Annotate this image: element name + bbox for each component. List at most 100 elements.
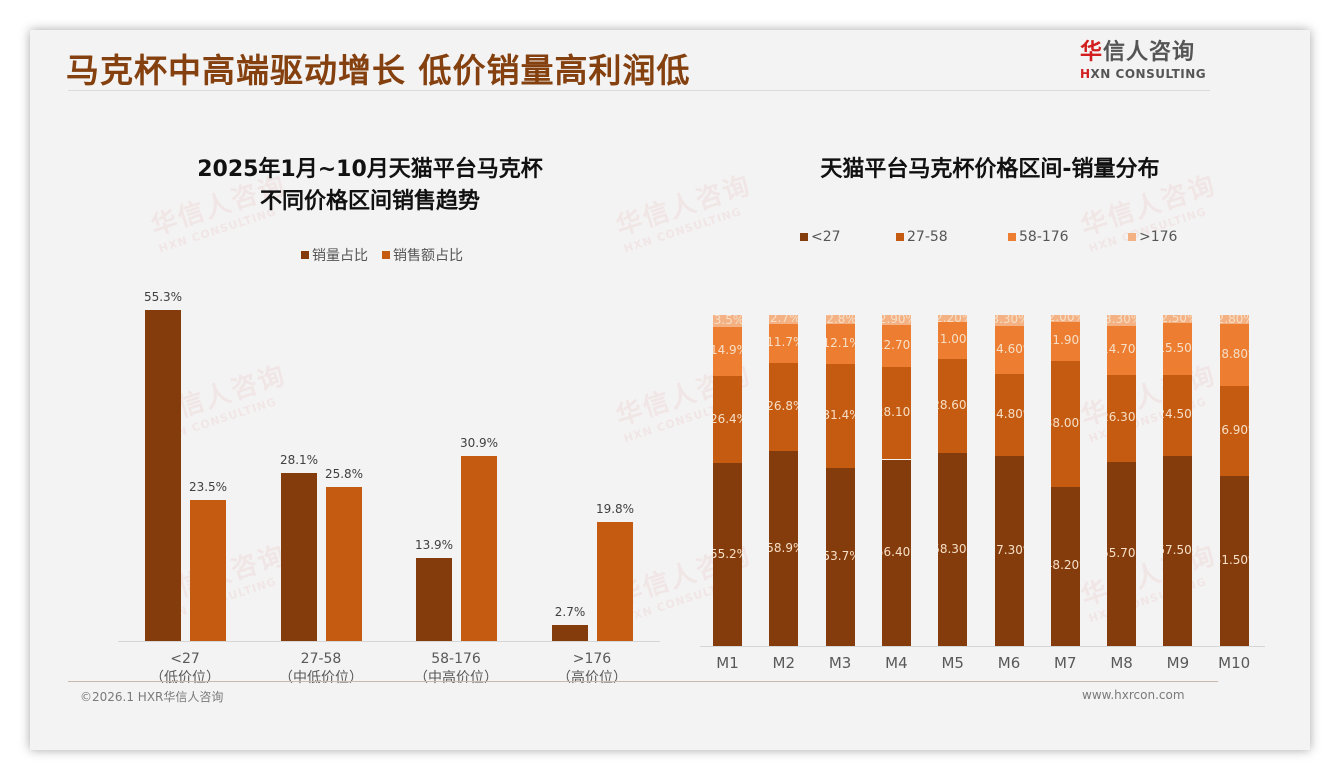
left-chart-title-line1: 2025年1月~10月天猫平台马克杯	[197, 157, 543, 182]
data-label: 30.9%	[459, 436, 499, 451]
month-label: M4	[885, 654, 908, 672]
legend-swatch	[896, 233, 904, 241]
bar-amount[interactable]	[326, 486, 362, 641]
segment-label: 58.30%	[938, 541, 967, 556]
stack-segment[interactable]: 58.9%	[769, 451, 799, 646]
stack-segment[interactable]: 3.5%	[713, 315, 742, 327]
bar-volume[interactable]	[145, 310, 181, 641]
month-label: M2	[772, 654, 796, 672]
category-range: <27	[170, 651, 200, 667]
stack-segment[interactable]: 14.60%	[994, 325, 1024, 375]
segment-label: 2.50%	[1163, 315, 1192, 324]
category-tier: （高价位）	[557, 670, 627, 686]
stack-segment[interactable]: 14.9%	[713, 326, 742, 376]
legend-item-lt27[interactable]: <27	[800, 229, 896, 245]
data-label: 23.5%	[188, 480, 228, 495]
stack-segment[interactable]: 12.70%	[881, 324, 911, 367]
stack-segment[interactable]: 3.30%	[994, 315, 1024, 326]
bar-amount[interactable]	[190, 500, 226, 641]
segment-label: 11.7%	[769, 335, 798, 350]
bar-volume[interactable]	[416, 557, 452, 641]
month-label: M7	[1054, 654, 1077, 672]
segment-label: 2.00%	[1051, 315, 1080, 322]
stack-segment[interactable]: 11.90%	[1050, 321, 1080, 361]
legend-item-sales-volume[interactable]: 销量占比	[301, 245, 368, 265]
stack-segment[interactable]: 53.7%	[825, 468, 855, 646]
stack-segment[interactable]: 26.30%	[1107, 374, 1137, 462]
segment-label: 2.80%	[1219, 315, 1249, 325]
stack-segment[interactable]: 2.00%	[1050, 315, 1080, 322]
category-label: <27 （低价位）	[125, 650, 245, 688]
right-chart-legend: <27 27-58 58-176 >176	[800, 229, 1177, 245]
stack-segment[interactable]: 11.00%	[938, 322, 968, 359]
stack-segment[interactable]: 28.60%	[938, 358, 968, 454]
category-label: 58-176 （中高价位）	[396, 650, 516, 688]
stack-segment[interactable]: 12.1%	[825, 324, 855, 365]
segment-label: 55.2%	[713, 546, 742, 561]
logo-cn-rest: 信人咨询	[1103, 40, 1196, 65]
segment-label: 2.90%	[881, 315, 911, 325]
bar-amount[interactable]	[597, 522, 633, 641]
data-label: 28.1%	[279, 452, 319, 467]
legend-label: 销售额占比	[393, 248, 463, 264]
month-label: M6	[997, 654, 1021, 672]
legend-swatch	[382, 251, 390, 259]
data-label: 2.7%	[554, 604, 586, 619]
data-label: 19.8%	[595, 502, 635, 517]
stack-segment[interactable]: 56.40%	[881, 459, 911, 646]
stack-segment[interactable]: 58.30%	[938, 453, 968, 646]
stack-segment[interactable]: 57.50%	[1163, 455, 1193, 646]
footer-copyright: ©2026.1 HXR华信人咨询	[80, 690, 224, 704]
bar-volume[interactable]	[552, 624, 588, 641]
stack-segment[interactable]: 2.7%	[769, 315, 799, 324]
stack-segment[interactable]: 2.50%	[1163, 315, 1193, 324]
bar-volume[interactable]	[281, 472, 317, 641]
segment-label: 14.60%	[995, 342, 1024, 357]
stack-segment[interactable]: 38.00%	[1050, 360, 1080, 487]
stack-segment[interactable]: 2.90%	[881, 315, 911, 325]
stack-segment[interactable]: 51.50%	[1219, 475, 1249, 646]
segment-label: 24.50%	[1163, 407, 1192, 422]
stack-segment[interactable]: 2.20%	[938, 315, 968, 323]
stack-segment[interactable]: 24.80%	[994, 374, 1024, 457]
stack-segment[interactable]: 2.80%	[1219, 315, 1249, 325]
category-tier: （中低价位）	[279, 670, 363, 686]
stack-segment[interactable]: 55.70%	[1107, 461, 1137, 646]
segment-label: 56.40%	[882, 544, 911, 559]
stack-segment[interactable]: 3.30%	[1107, 315, 1137, 326]
stack-segment[interactable]: 15.50%	[1163, 323, 1193, 375]
segment-label: 15.50%	[1163, 340, 1192, 355]
stack-segment[interactable]: 57.30%	[994, 456, 1024, 646]
month-label: M10	[1218, 654, 1251, 672]
right-chart-x-axis	[700, 646, 1265, 647]
stack-segment[interactable]: 26.4%	[713, 375, 742, 464]
stack-segment[interactable]: 55.2%	[713, 463, 742, 646]
legend-swatch	[1008, 233, 1016, 241]
segment-label: 3.30%	[994, 315, 1024, 326]
stack-segment[interactable]: 31.4%	[825, 364, 855, 469]
bar-amount[interactable]	[461, 456, 497, 641]
data-label: 55.3%	[143, 290, 183, 304]
stack-segment[interactable]: 18.80%	[1219, 324, 1249, 387]
stack-segment[interactable]: 28.10%	[881, 366, 911, 460]
logo-cn-first: 华	[1080, 40, 1104, 65]
stack-segment[interactable]: 26.8%	[769, 362, 799, 452]
segment-label: 3.5%	[713, 315, 742, 327]
stack-segment[interactable]: 48.20%	[1050, 486, 1080, 646]
footer-divider	[68, 681, 1218, 682]
stack-segment[interactable]: 2.8%	[825, 315, 855, 325]
legend-item-gt176[interactable]: >176	[1128, 229, 1177, 245]
logo-en-rest: XN CONSULTING	[1090, 67, 1207, 81]
stack-segment[interactable]: 11.7%	[769, 323, 799, 363]
left-chart-x-axis	[118, 641, 660, 642]
legend-item-58-176[interactable]: 58-176	[1008, 229, 1128, 245]
legend-label: 58-176	[1019, 229, 1069, 245]
stack-segment[interactable]: 14.70%	[1107, 325, 1137, 375]
legend-item-sales-amount[interactable]: 销售额占比	[382, 245, 463, 265]
stack-segment[interactable]: 24.50%	[1163, 374, 1193, 456]
stack-segment[interactable]: 26.90%	[1219, 386, 1249, 476]
segment-label: 26.4%	[713, 411, 742, 426]
segment-label: 11.90%	[1051, 333, 1080, 348]
segment-label: 26.30%	[1107, 410, 1136, 425]
legend-item-27-58[interactable]: 27-58	[896, 229, 1008, 245]
